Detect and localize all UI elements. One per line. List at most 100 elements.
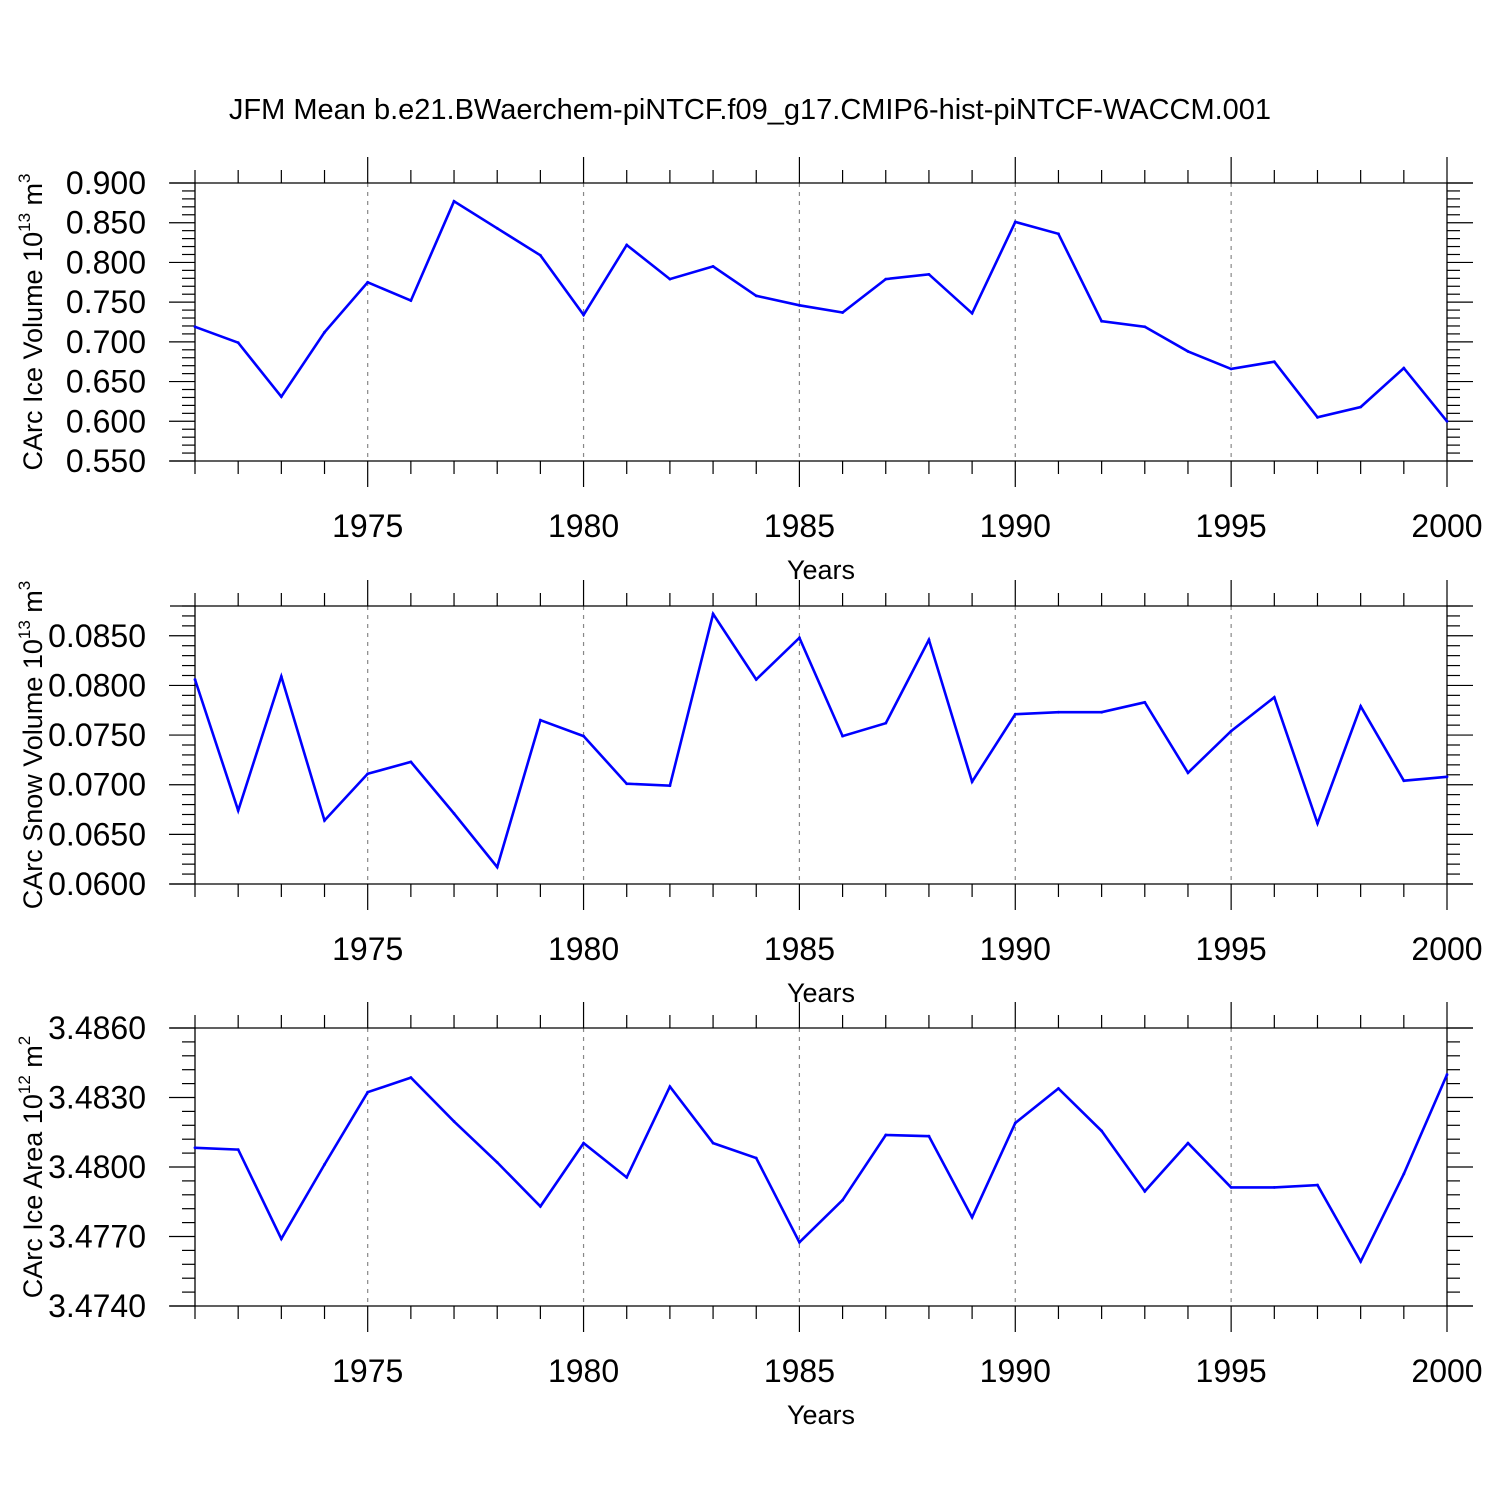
y-tick-label-0.900: 0.900: [66, 165, 146, 201]
data-point-1989: [970, 1215, 974, 1219]
data-point-1971: [193, 678, 197, 681]
data-point-1992: [1100, 1129, 1104, 1133]
data-point-1977: [452, 812, 456, 815]
y-axis-label: CArc Ice Volume 1013 m3: [15, 173, 48, 470]
data-point-1995: [1229, 367, 1233, 371]
x-tick-label-2000: 2000: [1411, 931, 1482, 967]
data-point-1999: [1402, 1172, 1406, 1176]
data-point-1983: [711, 265, 715, 268]
data-point-1984: [754, 294, 758, 298]
data-point-1982: [668, 277, 672, 281]
data-point-1984: [754, 678, 758, 681]
data-point-1985: [798, 1240, 801, 1244]
data-point-1996: [1272, 360, 1276, 364]
data-point-1973: [279, 675, 283, 678]
data-point-1981: [625, 782, 629, 786]
y-tick-label-3.4830: 3.4830: [48, 1080, 146, 1116]
y-tick-label-0.550: 0.550: [66, 443, 146, 479]
data-point-1990: [1013, 1121, 1017, 1125]
data-point-1992: [1100, 319, 1104, 323]
data-point-1973: [279, 1237, 283, 1241]
x-tick-label-1995: 1995: [1196, 931, 1267, 967]
data-point-2000: [1445, 775, 1449, 779]
y-tick-label-0.0800: 0.0800: [48, 667, 146, 703]
y-tick-label-3.4800: 3.4800: [48, 1149, 146, 1185]
data-point-1982: [668, 1085, 672, 1089]
data-point-1997: [1316, 415, 1319, 419]
x-tick-label-1995: 1995: [1196, 508, 1267, 544]
x-tick-label-1980: 1980: [548, 931, 619, 967]
data-point-1977: [452, 1119, 456, 1123]
data-point-1974: [323, 1163, 326, 1166]
data-point-1990: [1013, 220, 1017, 224]
data-point-1974: [323, 819, 326, 822]
data-point-1998: [1359, 1260, 1363, 1263]
data-point-1997: [1316, 822, 1319, 825]
y-tick-label-3.4770: 3.4770: [48, 1219, 146, 1255]
data-point-1991: [1057, 710, 1060, 714]
x-tick-label-1990: 1990: [980, 931, 1051, 967]
data-point-1988: [927, 638, 931, 642]
x-tick-label-1985: 1985: [764, 508, 835, 544]
data-point-1989: [970, 311, 974, 315]
x-axis-label: Years: [787, 555, 855, 585]
y-axis-label: CArc Ice Area 1012 m2: [15, 1036, 48, 1299]
data-point-1987: [884, 721, 888, 725]
data-point-1977: [452, 199, 456, 203]
data-point-1995: [1229, 729, 1233, 733]
x-tick-label-1990: 1990: [980, 1353, 1051, 1389]
data-point-1987: [884, 277, 888, 281]
data-point-1985: [798, 303, 801, 307]
data-point-1976: [409, 1076, 413, 1079]
y-axis-label: CArc Snow Volume 1013 m3: [15, 581, 48, 910]
data-point-1976: [409, 760, 413, 764]
data-point-1991: [1057, 232, 1060, 236]
data-point-1975: [366, 280, 370, 284]
data-point-1983: [711, 1141, 715, 1145]
data-point-1979: [538, 253, 542, 257]
data-point-1985: [798, 636, 801, 640]
data-point-1978: [495, 865, 499, 869]
data-point-1972: [236, 341, 240, 345]
data-point-1993: [1143, 325, 1147, 329]
data-point-2000: [1445, 1073, 1449, 1076]
data-point-1976: [409, 299, 413, 302]
data-point-1999: [1402, 366, 1406, 370]
series-line-snow-volume: [193, 610, 1448, 870]
chart-ice-area: 1975 1980 1985 1990 1995 2000 Years 3.4740 3.477…: [15, 1002, 1483, 1430]
data-point-1975: [366, 772, 370, 776]
data-point-1978: [495, 226, 499, 230]
series-line-ice-area: [194, 1074, 1449, 1265]
x-tick-label-1985: 1985: [764, 1353, 835, 1389]
data-point-1974: [323, 330, 326, 334]
y-tick-label-0.0650: 0.0650: [48, 816, 146, 852]
x-tick-label-1995: 1995: [1196, 1353, 1267, 1389]
data-point-1980: [582, 313, 585, 317]
data-point-1981: [625, 1176, 629, 1179]
chart-panels: 1975 1980 1985 1990 1995 2000Years0.5500.6000…: [15, 157, 1483, 1430]
data-point-1971: [193, 325, 197, 329]
data-point-1988: [927, 272, 931, 276]
data-point-1989: [970, 780, 974, 784]
x-tick-label-1975: 1975: [332, 508, 403, 544]
data-point-1991: [1057, 1087, 1060, 1090]
y-tick-label-0.0750: 0.0750: [48, 717, 146, 753]
data-point-1990: [1013, 712, 1017, 716]
data-point-1994: [1186, 771, 1190, 775]
data-point-1983: [711, 612, 715, 616]
data-point-1975: [366, 1090, 370, 1094]
data-point-1995: [1229, 1185, 1233, 1189]
data-point-1987: [884, 1133, 888, 1137]
x-tick-label-2000: 2000: [1411, 1353, 1482, 1389]
y-tick-label-0.0850: 0.0850: [48, 618, 146, 654]
y-tick-label-0.850: 0.850: [66, 205, 146, 241]
data-point-1994: [1186, 349, 1190, 353]
data-point-1996: [1272, 695, 1276, 699]
data-point-1982: [668, 784, 672, 788]
data-point-1998: [1359, 704, 1363, 708]
series-line-ice-volume: [194, 199, 1449, 423]
y-tick-label-3.4740: 3.4740: [48, 1288, 146, 1324]
x-tick-label-1985: 1985: [764, 931, 835, 967]
x-tick-label-1980: 1980: [548, 1353, 619, 1389]
